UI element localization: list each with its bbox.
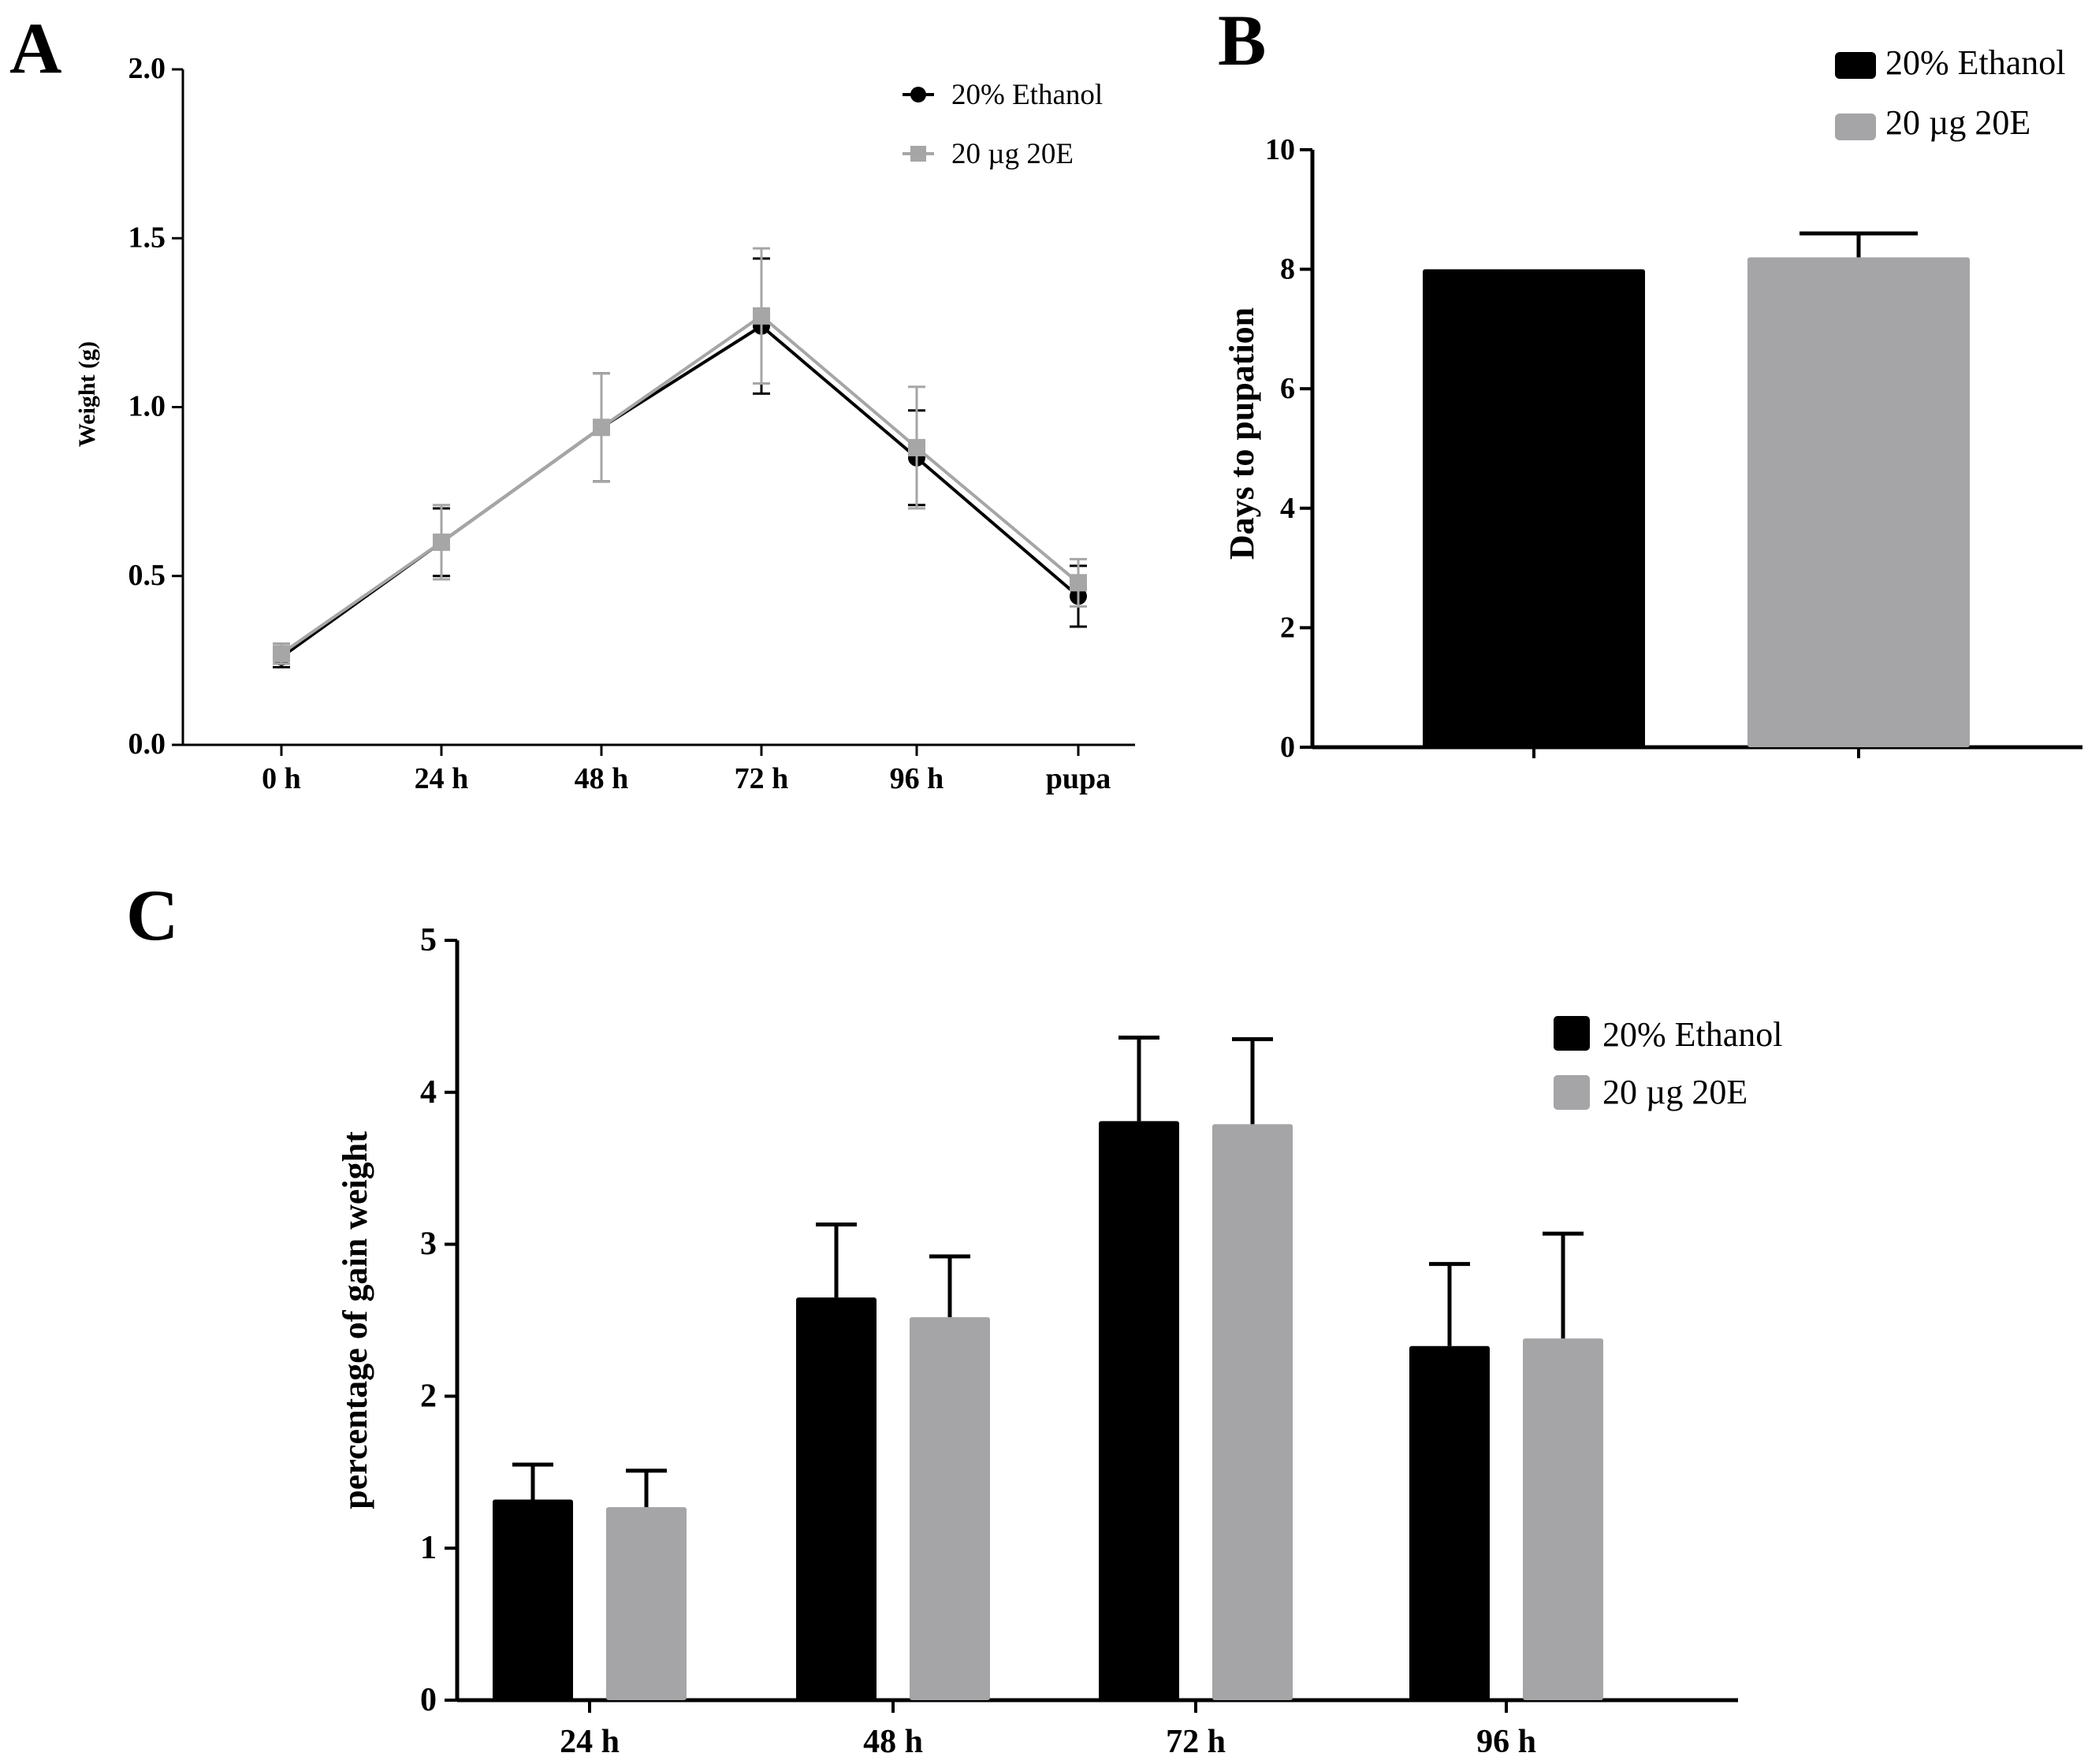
panel-a-legend-marker-ethanol [910, 87, 926, 102]
panel-a-x-tick-label-pupa: pupa [1046, 762, 1111, 795]
panel-b-bar-20-ethanol [1423, 269, 1645, 748]
panel-b-legend-label-20e: 20 µg 20E [1885, 103, 2030, 142]
panel-b-y-tick-label: 10 [1265, 133, 1295, 166]
panel-c-y-axis-label: percentage of gain weight [336, 1131, 374, 1509]
panel-c-x-tick-label-24-h: 24 h [560, 1724, 620, 1760]
panel-a-point-20-g-20e [273, 645, 290, 663]
panel-c-bar-chart: 0 1 2 3 4 5 24 h 48 h 72 h 96 h percentage of gain… [336, 922, 1783, 1760]
panel-a-series-line-20-g-20e [280, 314, 1080, 655]
panel-a-y-axis-label: Weight (g) [74, 341, 100, 447]
panel-c-bar-20-g-20e-72-h [1212, 1124, 1293, 1700]
panel-c-y-tick-label: 1 [420, 1530, 437, 1566]
panel-b-y-axis-label: Days to pupation [1223, 307, 1261, 560]
panel-c-y-tick-label: 5 [420, 922, 437, 958]
panel-c-bar-20-ethanol-24-h [493, 1499, 573, 1700]
panel-a-series-line-20-ethanol [280, 324, 1080, 659]
panel-c-y-tick-label: 3 [420, 1226, 437, 1263]
panel-a-y-tick-label: 2.0 [128, 52, 166, 85]
panel-b-legend-label-ethanol: 20% Ethanol [1885, 43, 2066, 82]
panel-a-x-tick-label-96-h: 96 h [890, 762, 944, 795]
panel-c-x-tick-label-48-h: 48 h [863, 1724, 923, 1760]
panel-b-y-tick-label: 4 [1280, 492, 1295, 525]
panel-b-bar-20-g-20e [1747, 257, 1970, 747]
panel-a-point-20-g-20e [433, 533, 450, 551]
panel-a-point-20-g-20e [593, 419, 610, 437]
panel-c-x-tick-label-72-h: 72 h [1166, 1724, 1226, 1760]
panel-c-bar-20-ethanol-72-h [1099, 1121, 1179, 1700]
panel-a-legend-label-20e: 20 µg 20E [951, 138, 1074, 170]
panel-c-y-tick-label: 2 [420, 1378, 437, 1414]
panel-a-letter: A [9, 8, 61, 88]
panel-c-legend-label-20e: 20 µg 20E [1602, 1073, 1747, 1111]
panel-c-legend-swatch-20e [1554, 1075, 1590, 1110]
panel-c-legend: 20% Ethanol 20 µg 20E [1554, 1015, 1783, 1111]
panel-c-bar-20-g-20e-24-h [606, 1507, 687, 1700]
panel-c-bar-20-g-20e-48-h [910, 1317, 990, 1700]
panel-a-y-tick-label: 0.0 [128, 728, 166, 761]
panel-b-y-tick-label: 0 [1280, 731, 1295, 764]
panel-c-bar-20-g-20e-96-h [1523, 1338, 1603, 1700]
panel-c-bar-20-ethanol-96-h [1409, 1345, 1490, 1700]
panel-c-letter: C [126, 875, 178, 955]
panel-c-y-tick-label: 4 [420, 1074, 437, 1111]
panel-b-legend-swatch-ethanol [1835, 52, 1876, 79]
panel-a-x-tick-label-72-h: 72 h [735, 762, 789, 795]
panel-a-y-tick-label: 1.0 [128, 390, 166, 423]
panel-b-bar-chart: 0 2 4 6 8 10 Days to pupation 20% Ethanol 20 µg … [1223, 43, 2082, 764]
panel-b-letter: B [1218, 0, 1266, 80]
panel-a-legend-marker-20e [910, 146, 926, 162]
panel-a-point-20-g-20e [908, 438, 925, 456]
panel-a-line-chart: 0.0 0.5 1.0 1.5 2.0 0 h 24 h 48 h 72 h 96 h pupa We… [74, 52, 1135, 795]
panel-c-legend-label-ethanol: 20% Ethanol [1602, 1015, 1783, 1054]
panel-a-x-tick-label-24-h: 24 h [415, 762, 469, 795]
panel-c-legend-swatch-ethanol [1554, 1016, 1590, 1051]
panel-a-x-tick-label-0-h: 0 h [262, 762, 301, 795]
panel-c-x-tick-label-96-h: 96 h [1476, 1724, 1536, 1760]
panel-a-point-20-g-20e [1070, 574, 1087, 592]
panel-c-y-tick-label: 0 [420, 1682, 437, 1718]
panel-c-bar-20-ethanol-48-h [796, 1297, 877, 1700]
panel-a-x-tick-label-48-h: 48 h [575, 762, 629, 795]
panel-b-y-tick-label: 6 [1280, 372, 1295, 405]
panel-a-legend: 20% Ethanol 20 µg 20E [903, 79, 1103, 170]
panel-b-legend-swatch-20e [1835, 114, 1876, 140]
panel-b-legend: 20% Ethanol 20 µg 20E [1835, 43, 2066, 142]
panel-a-legend-label-ethanol: 20% Ethanol [951, 79, 1103, 111]
panel-b-y-tick-label: 2 [1280, 611, 1295, 644]
panel-b-y-tick-label: 8 [1280, 253, 1295, 286]
panel-a-y-tick-label: 1.5 [128, 221, 166, 254]
panel-a-y-tick-label: 0.5 [128, 559, 166, 592]
panel-a-point-20-g-20e [753, 307, 770, 325]
